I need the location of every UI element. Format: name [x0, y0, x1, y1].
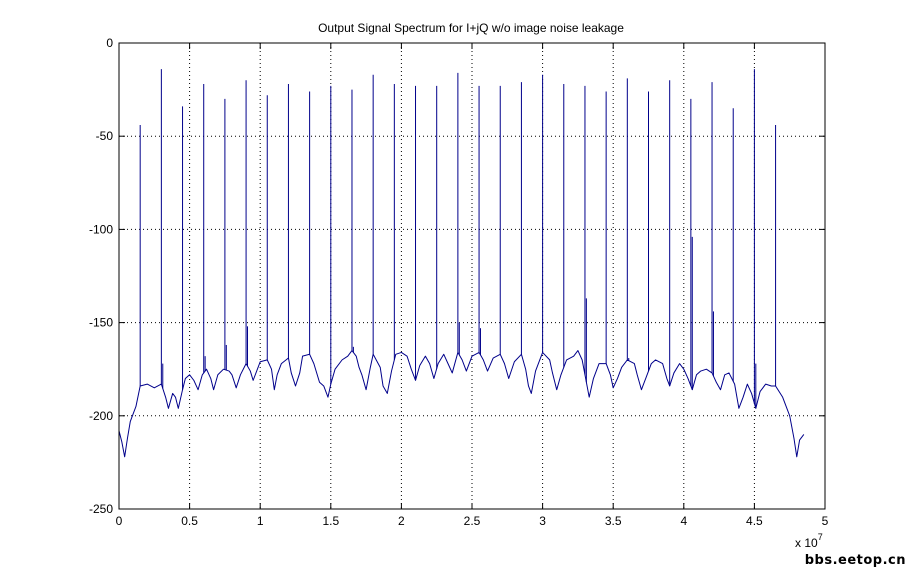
- chart-title: Output Signal Spectrum for I+jQ w/o imag…: [318, 21, 624, 35]
- x-scale-exponent: 7: [818, 532, 823, 542]
- y-tick-label: 0: [106, 36, 113, 50]
- x-scale-base: x 10: [795, 536, 818, 550]
- x-tick-label: 1: [257, 514, 264, 528]
- x-tick-label: 0: [116, 514, 123, 528]
- series-layer: [118, 69, 805, 458]
- watermark-text: bbs.eetop.cn: [804, 553, 906, 568]
- x-tick-label: 4.5: [746, 514, 763, 528]
- x-tick-label: 4: [680, 514, 687, 528]
- x-tick-label: 2: [398, 514, 405, 528]
- axis-ticks: [118, 42, 826, 510]
- x-tick-label: 3: [539, 514, 546, 528]
- y-tick-label: -200: [89, 409, 113, 423]
- x-tick-label: 0.5: [181, 514, 198, 528]
- y-tick-label: -150: [89, 316, 113, 330]
- x-tick-label: 5: [822, 514, 829, 528]
- y-tick-label: -100: [89, 222, 113, 236]
- y-tick-label: -50: [96, 129, 114, 143]
- x-tick-label: 3.5: [605, 514, 622, 528]
- x-scale-note: x 107: [795, 532, 823, 550]
- axis-tick-labels: 0 0.5 1 1.5 2 2.5 3 3.5 4 4.5 5 0 -50 -100 -150 -200 -25…: [89, 36, 829, 528]
- x-tick-label: 2.5: [464, 514, 481, 528]
- x-tick-label: 1.5: [322, 514, 339, 528]
- y-tick-label: -250: [89, 502, 113, 516]
